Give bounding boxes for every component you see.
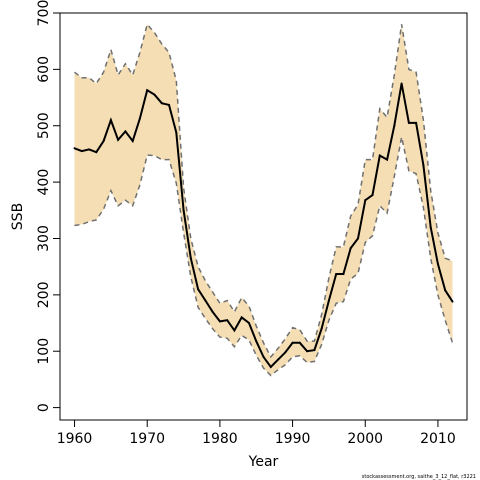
y-axis-title: SSB <box>10 203 26 230</box>
ssb-point-1963 <box>95 151 98 154</box>
ssb-point-1992 <box>306 350 309 353</box>
ssb-point-1985 <box>255 340 258 343</box>
ssb-point-2008 <box>422 164 425 167</box>
ssb-point-1980 <box>218 320 221 323</box>
ssb-point-1981 <box>226 319 229 322</box>
ssb-point-1988 <box>277 358 280 361</box>
ssb-point-1990 <box>291 341 294 344</box>
ssb-point-1977 <box>197 288 200 291</box>
ssb-point-1982 <box>233 329 236 332</box>
ssb-point-1978 <box>204 299 207 302</box>
ssb-point-1979 <box>211 310 214 313</box>
ssb-point-1993 <box>313 349 316 352</box>
ssb-point-1989 <box>284 351 287 354</box>
ssb-point-1987 <box>269 366 272 369</box>
ssb-point-1967 <box>124 130 127 133</box>
ssb-point-1961 <box>80 150 83 153</box>
lower-bound-line <box>74 136 454 377</box>
ssb-point-2007 <box>415 121 418 124</box>
y-tick-label-700: 700 <box>36 0 52 26</box>
ssb-point-1976 <box>189 257 192 260</box>
ssb-point-2009 <box>429 226 432 229</box>
ssb-point-1986 <box>262 355 265 358</box>
ssb-point-2004 <box>393 124 396 127</box>
ssb-point-1997 <box>342 272 345 275</box>
ssb-point-1975 <box>182 209 185 212</box>
ssb-point-1966 <box>117 138 120 141</box>
ssb-point-1998 <box>349 247 352 250</box>
ssb-point-1962 <box>88 148 91 151</box>
confidence-band <box>74 24 453 376</box>
ssb-point-2005 <box>400 82 403 85</box>
y-tick-label-100: 100 <box>36 338 52 365</box>
x-tick-label-1970: 1970 <box>129 431 165 447</box>
ssb-point-1968 <box>131 139 134 142</box>
y-tick-label-0: 0 <box>36 403 52 412</box>
ssb-point-2000 <box>364 199 367 202</box>
ssb-point-1984 <box>247 322 250 325</box>
y-tick-label-500: 500 <box>36 112 52 139</box>
x-tick-label-1960: 1960 <box>57 431 93 447</box>
ssb-point-1960 <box>73 147 76 150</box>
ssb-point-1969 <box>138 117 141 120</box>
upper-bound-line <box>74 22 453 359</box>
y-tick-label-600: 600 <box>36 56 52 83</box>
ssb-point-1971 <box>153 93 156 96</box>
ssb-point-1999 <box>356 237 359 240</box>
y-tick-label-200: 200 <box>36 281 52 308</box>
x-tick-label-2010: 2010 <box>420 431 456 447</box>
x-axis-title: Year <box>248 454 279 470</box>
ssb-point-1965 <box>109 119 112 122</box>
ssb-point-1972 <box>160 102 163 105</box>
ssb-point-1995 <box>327 299 330 302</box>
x-tick-label-2000: 2000 <box>347 431 383 447</box>
ssb-point-2003 <box>386 158 389 161</box>
ssb-point-1983 <box>240 316 243 319</box>
ssb-point-2010 <box>436 262 439 265</box>
ssb-point-1974 <box>175 131 178 134</box>
x-tick-label-1980: 1980 <box>202 431 238 447</box>
ssb-point-2006 <box>407 121 410 124</box>
source-footnote: stockassessment.org, saithe_3_12_flat, r… <box>362 474 476 480</box>
ssb-point-1994 <box>320 327 323 330</box>
ssb-point-2001 <box>371 194 374 197</box>
ssb-point-1970 <box>146 89 149 92</box>
ssb-point-2002 <box>378 154 381 157</box>
ssb-point-1991 <box>298 341 301 344</box>
ssb-point-1964 <box>102 139 105 142</box>
ssb-point-2011 <box>444 289 447 292</box>
y-tick-label-400: 400 <box>36 169 52 196</box>
x-tick-label-1990: 1990 <box>275 431 311 447</box>
ssb-point-1996 <box>335 272 338 275</box>
ssb-point-2012 <box>451 300 454 303</box>
ssb-estimate-points <box>73 82 454 369</box>
x-axis: 1960 1970 1980 1990 2000 2010 <box>57 419 456 447</box>
y-axis: 0 100 200 300 400 500 600 700 <box>36 0 60 412</box>
ssb-point-1973 <box>168 103 171 106</box>
y-tick-label-300: 300 <box>36 225 52 252</box>
